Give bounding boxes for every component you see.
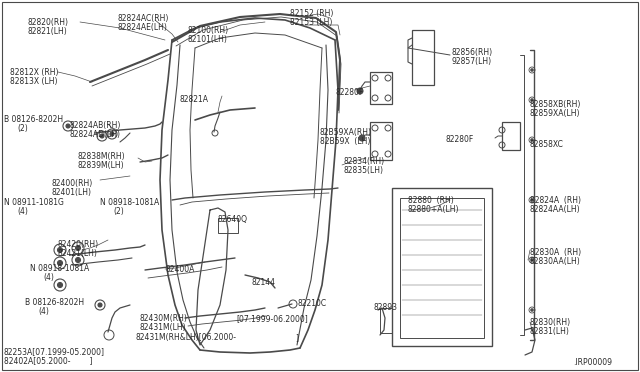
- Text: (4): (4): [17, 207, 28, 216]
- Text: 82824A  (RH): 82824A (RH): [530, 196, 581, 205]
- Text: 92857(LH): 92857(LH): [452, 57, 492, 66]
- Text: N 08918-1081A: N 08918-1081A: [30, 264, 89, 273]
- Circle shape: [531, 99, 533, 101]
- Text: 82152 (RH): 82152 (RH): [290, 9, 333, 18]
- Circle shape: [110, 132, 114, 136]
- Text: 82824AC(RH): 82824AC(RH): [118, 14, 170, 23]
- Circle shape: [76, 257, 81, 263]
- Text: 82859XA(LH): 82859XA(LH): [530, 109, 580, 118]
- Text: 82813X (LH): 82813X (LH): [10, 77, 58, 86]
- Circle shape: [58, 247, 63, 253]
- Text: 82856(RH): 82856(RH): [452, 48, 493, 57]
- Text: 82153 (LH): 82153 (LH): [290, 18, 332, 27]
- Text: 82B59X  (LH): 82B59X (LH): [320, 137, 371, 146]
- Text: (4): (4): [43, 273, 54, 282]
- Bar: [502, 122, 520, 150]
- Text: 82893: 82893: [374, 303, 398, 312]
- Bar: [380, 308, 392, 333]
- Text: 82430M(RH): 82430M(RH): [140, 314, 188, 323]
- Text: N 08918-1081A: N 08918-1081A: [100, 198, 159, 207]
- Bar: [400, 198, 484, 338]
- Text: 82400A: 82400A: [165, 265, 195, 274]
- Circle shape: [357, 88, 363, 94]
- Text: N 08911-1081G: N 08911-1081G: [4, 198, 64, 207]
- Text: 82880  (RH): 82880 (RH): [408, 196, 454, 205]
- Circle shape: [531, 69, 533, 71]
- Text: 82420(RH): 82420(RH): [58, 240, 99, 249]
- Text: 82210C: 82210C: [298, 299, 327, 308]
- Text: 82640Q: 82640Q: [218, 215, 248, 224]
- Text: 82858XC: 82858XC: [530, 140, 564, 149]
- Circle shape: [531, 309, 533, 311]
- Circle shape: [98, 303, 102, 307]
- Text: 82831(LH): 82831(LH): [530, 327, 570, 336]
- Text: 82431M(LH): 82431M(LH): [140, 323, 187, 332]
- Text: 82834(RH): 82834(RH): [344, 157, 385, 166]
- Text: 82821(LH): 82821(LH): [27, 27, 67, 36]
- Text: .IRP00009: .IRP00009: [573, 358, 612, 367]
- Text: (2): (2): [113, 207, 124, 216]
- Text: 82812X (RH): 82812X (RH): [10, 68, 58, 77]
- Text: B 08126-8202H: B 08126-8202H: [4, 115, 63, 124]
- Text: 82101(LH): 82101(LH): [187, 35, 227, 44]
- Text: ]: ]: [295, 333, 298, 342]
- Circle shape: [531, 199, 533, 201]
- Text: 82400(RH): 82400(RH): [52, 179, 93, 188]
- Text: 82B59XA(RH): 82B59XA(RH): [320, 128, 372, 137]
- Circle shape: [58, 260, 63, 266]
- Text: 82100(RH): 82100(RH): [187, 26, 228, 35]
- Text: 82253A[07.1999-05.2000]: 82253A[07.1999-05.2000]: [4, 347, 105, 356]
- Text: 82431M(RH&LH)[06.2000-: 82431M(RH&LH)[06.2000-: [136, 333, 237, 342]
- Text: 82421(LH): 82421(LH): [58, 249, 98, 258]
- Text: 82835(LH): 82835(LH): [344, 166, 384, 175]
- Text: 82280F: 82280F: [336, 88, 364, 97]
- Text: [07.1999-06.2000]: [07.1999-06.2000]: [236, 314, 308, 323]
- Text: 82838M(RH): 82838M(RH): [78, 152, 125, 161]
- Text: 82880+A(LH): 82880+A(LH): [408, 205, 460, 214]
- Text: (4): (4): [38, 307, 49, 316]
- Text: 82824AB(RH): 82824AB(RH): [70, 121, 122, 130]
- Bar: [412, 30, 434, 85]
- Text: 82401(LH): 82401(LH): [52, 188, 92, 197]
- Bar: [218, 218, 238, 233]
- Bar: [370, 122, 392, 160]
- Text: (2): (2): [17, 124, 28, 133]
- Text: 82402A[05.2000-        ]: 82402A[05.2000- ]: [4, 356, 93, 365]
- Text: 82858XB(RH): 82858XB(RH): [530, 100, 581, 109]
- Circle shape: [66, 124, 70, 128]
- Text: 82820(RH): 82820(RH): [27, 18, 68, 27]
- Text: 82280F: 82280F: [445, 135, 473, 144]
- Text: 82830(RH): 82830(RH): [530, 318, 571, 327]
- Circle shape: [359, 135, 365, 141]
- Circle shape: [531, 139, 533, 141]
- Text: 82830AA(LH): 82830AA(LH): [530, 257, 580, 266]
- Circle shape: [531, 259, 533, 261]
- Bar: [370, 72, 392, 104]
- Text: 82144: 82144: [252, 278, 276, 287]
- Text: 82824AD(LH): 82824AD(LH): [70, 130, 121, 139]
- Bar: [392, 188, 492, 346]
- Text: 82830A  (RH): 82830A (RH): [530, 248, 581, 257]
- Circle shape: [76, 246, 81, 250]
- Text: 82824AE(LH): 82824AE(LH): [118, 23, 168, 32]
- Text: 82821A: 82821A: [179, 95, 208, 104]
- Text: 82839M(LH): 82839M(LH): [78, 161, 125, 170]
- Circle shape: [100, 134, 104, 138]
- Text: B 08126-8202H: B 08126-8202H: [25, 298, 84, 307]
- Text: 82824AA(LH): 82824AA(LH): [530, 205, 580, 214]
- Circle shape: [58, 282, 63, 288]
